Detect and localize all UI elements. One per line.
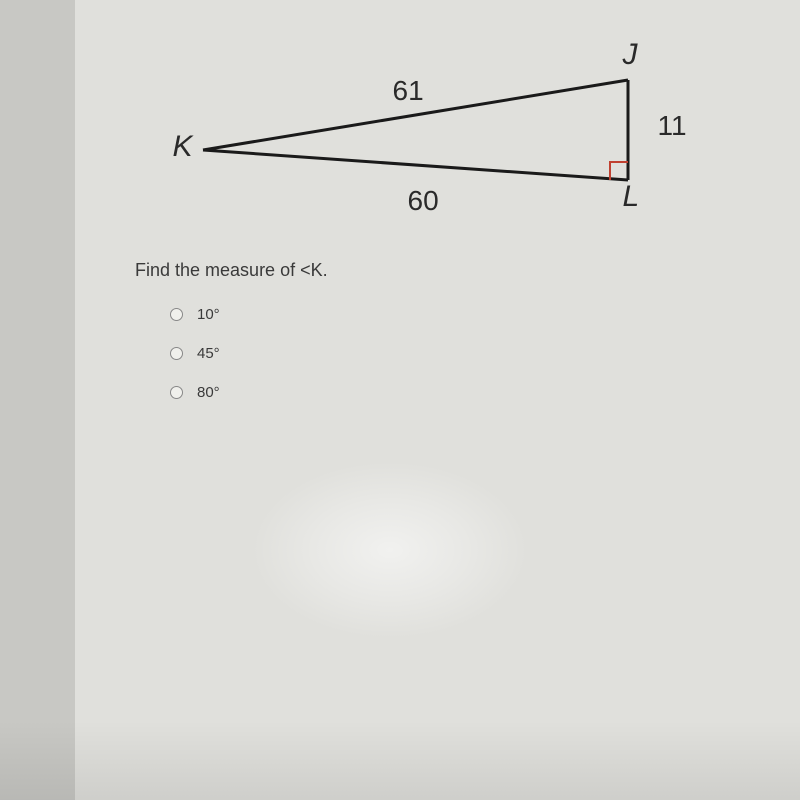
right-angle-marker <box>610 162 628 180</box>
radio-icon <box>170 386 183 399</box>
vertex-k-label: K <box>173 130 193 164</box>
option-label: 10° <box>197 306 220 323</box>
vertex-l-label: L <box>623 180 640 214</box>
worksheet-content: K J L 61 11 60 Find the measure of <K. 1… <box>75 0 800 800</box>
option-c[interactable]: 80° <box>170 384 780 401</box>
radio-icon <box>170 347 183 360</box>
option-b[interactable]: 45° <box>170 345 780 362</box>
bottom-shadow <box>0 720 800 800</box>
triangle-diagram: K J L 61 11 60 <box>168 30 708 230</box>
radio-icon <box>170 308 183 321</box>
answer-options: 10° 45° 80° <box>170 306 780 401</box>
option-a[interactable]: 10° <box>170 306 780 323</box>
side-kl <box>203 150 628 180</box>
option-label: 80° <box>197 384 220 401</box>
question-text: Find the measure of <K. <box>135 260 780 281</box>
side-kj-label: 61 <box>393 75 424 107</box>
option-label: 45° <box>197 345 220 362</box>
vertex-j-label: J <box>623 38 638 72</box>
side-jl-label: 11 <box>658 110 687 142</box>
page-left-edge <box>0 0 75 800</box>
side-kl-label: 60 <box>408 185 439 217</box>
